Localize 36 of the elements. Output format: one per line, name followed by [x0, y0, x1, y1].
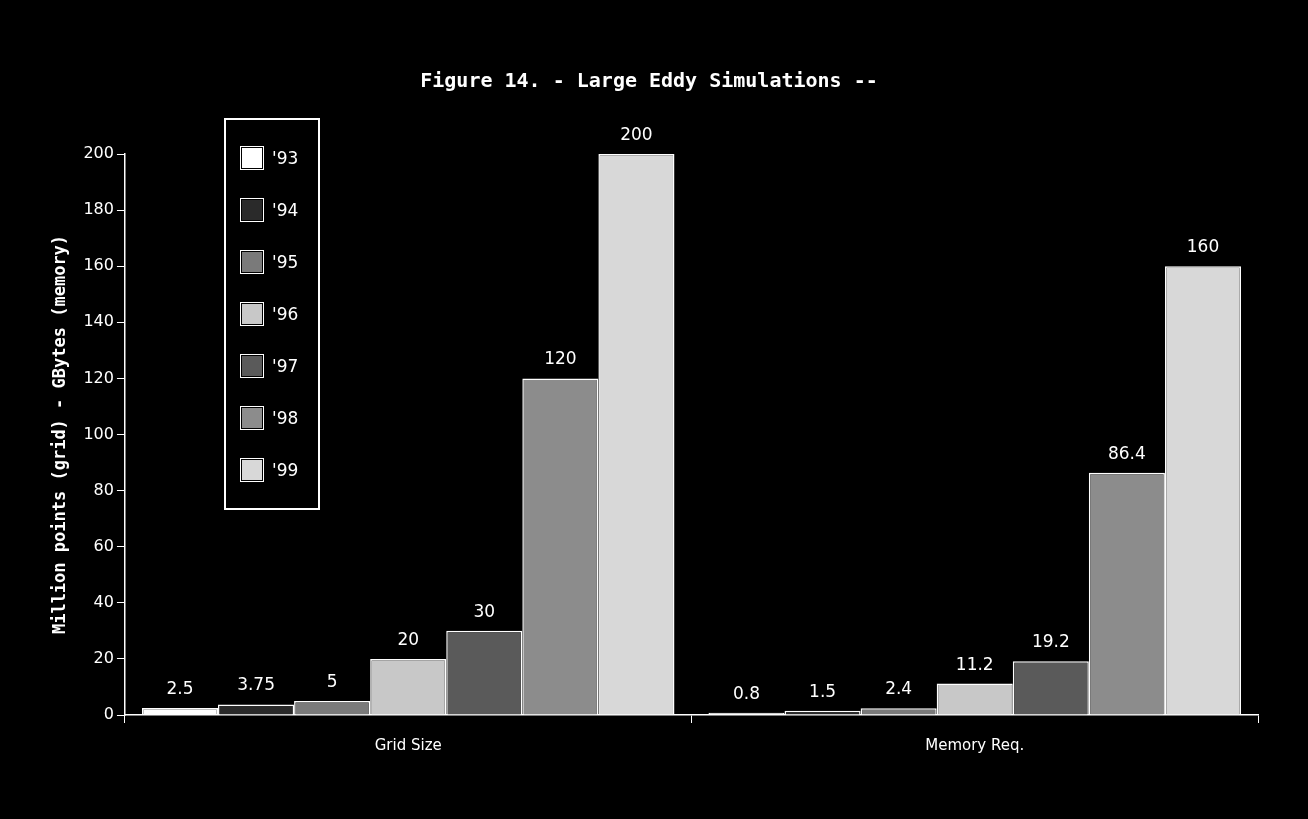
data-label: 160 — [1186, 236, 1220, 257]
legend-label: '94 — [272, 200, 299, 220]
legend-label: '96 — [272, 304, 299, 324]
data-label: 1.5 — [809, 680, 837, 701]
data-label: 200 — [620, 123, 653, 144]
y-tick-label: 120 — [83, 367, 114, 387]
data-label: 86.4 — [1107, 442, 1146, 463]
legend-label: '93 — [272, 148, 299, 168]
data-label: 20 — [397, 628, 420, 649]
y-axis-title: Million points (grid) - GBytes (memory) — [48, 234, 69, 635]
y-tick-label: 100 — [83, 423, 114, 443]
legend-label: '98 — [272, 408, 299, 428]
y-tick-label: 200 — [83, 143, 114, 163]
y-tick-label: 0 — [103, 704, 114, 724]
data-label: 5 — [326, 670, 338, 691]
y-tick-label: 60 — [93, 535, 114, 555]
y-tick-label: 140 — [83, 311, 114, 331]
data-label: 2.5 — [166, 677, 194, 698]
y-tick-label: 80 — [93, 479, 114, 499]
y-tick-label: 40 — [93, 591, 114, 611]
data-label: 2.4 — [885, 678, 913, 699]
y-tick-label: 160 — [83, 255, 114, 275]
x-tick-label: Memory Req. — [925, 735, 1025, 754]
data-label: 0.8 — [732, 682, 761, 703]
legend-label: '97 — [272, 356, 299, 376]
data-label: 19.2 — [1031, 631, 1070, 652]
legend-label: '99 — [272, 460, 299, 480]
x-tick-label: Grid Size — [374, 735, 442, 754]
y-tick-label: 20 — [93, 648, 114, 668]
data-label: 11.2 — [955, 653, 994, 674]
data-label: 30 — [473, 600, 496, 621]
data-label: 3.75 — [237, 674, 275, 695]
y-tick-label: 180 — [83, 199, 114, 219]
chart-title: Figure 14. - Large Eddy Simulations -- — [420, 68, 878, 93]
data-label: 120 — [544, 348, 577, 369]
legend-label: '95 — [272, 252, 299, 272]
